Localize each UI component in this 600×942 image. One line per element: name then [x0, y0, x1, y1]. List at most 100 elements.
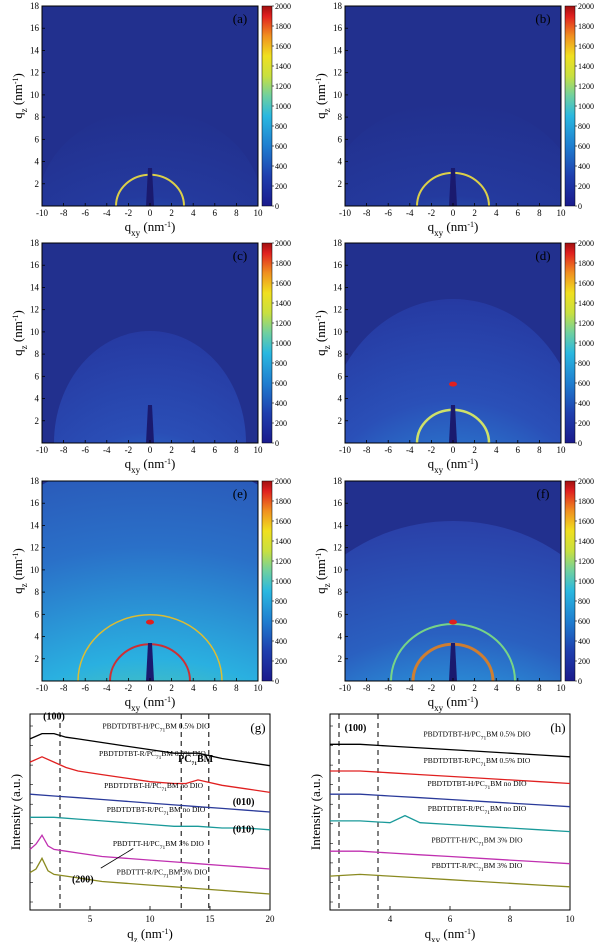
y-tick-label: 4 [35, 632, 40, 642]
heatmap-panel-f: -10 -8 -6 -4 -2 0 2 4 6 8 10 2 4 6 8 10 12 14 16 18 qxy (nm-… [313, 476, 594, 713]
y-tick-label: 2 [35, 654, 40, 664]
peak-annotation: (010) [233, 824, 255, 835]
x-tick-label: 4 [388, 914, 393, 924]
x-tick-label: 0 [148, 208, 153, 218]
colorbar-tick-label: 1600 [578, 279, 594, 288]
heatmap-panel-b: -10 -8 -6 -4 -2 0 2 4 6 8 10 2 4 6 8 10 12 14 16 18 qxy (nm-… [313, 1, 594, 238]
specular-spot [449, 619, 457, 625]
x-tick-label: 2 [472, 445, 477, 455]
x-tick-label: 6 [213, 683, 218, 693]
x-tick-label: -6 [384, 208, 392, 218]
colorbar-tick-label: 1000 [578, 339, 594, 348]
series-line [329, 873, 571, 888]
series-label: PBDTDTBT-R/PC71BM no DIO [107, 805, 206, 817]
colorbar-tick-label: 1400 [275, 299, 291, 308]
x-tick-label: -10 [36, 683, 48, 693]
heatmap-panel-e: -10 -8 -6 -4 -2 0 2 4 6 8 10 2 4 6 8 10 12 14 16 18 qxy (nm-… [10, 476, 291, 713]
series-line [330, 814, 571, 833]
y-tick-label: 4 [338, 157, 343, 167]
y-tick-label: 12 [30, 543, 39, 553]
x-tick-label: -6 [81, 208, 89, 218]
x-tick-label: 10 [557, 208, 567, 218]
x-tick-label: 8 [537, 208, 542, 218]
x-tick-label: -8 [60, 208, 68, 218]
colorbar-tick-label: 800 [275, 122, 287, 131]
series-label: PBDTTT-H/PC71BM 3% DIO [113, 839, 205, 851]
colorbar-tick-label: 600 [275, 142, 287, 151]
colorbar-tick-label: 400 [275, 637, 287, 646]
x-tick-label: 0 [451, 445, 456, 455]
colorbar-tick-label: 1600 [275, 517, 291, 526]
scattering-halo [345, 299, 561, 443]
y-axis-label: qz (nm-1) [10, 73, 29, 119]
y-tick-label: 10 [333, 565, 343, 575]
y-tick-label: 14 [30, 45, 40, 55]
x-tick-label: -4 [103, 445, 111, 455]
x-tick-label: 4 [494, 683, 499, 693]
scattering-halo [345, 521, 561, 681]
x-axis-label: qxy (nm-1) [428, 694, 479, 713]
scattering-halo [42, 110, 258, 206]
y-tick-label: 16 [333, 23, 343, 33]
y-tick-label: 8 [35, 112, 40, 122]
x-tick-label: -10 [339, 208, 351, 218]
y-tick-label: 14 [333, 45, 343, 55]
colorbar-tick-label: 1400 [578, 299, 594, 308]
colorbar-tick-label: 0 [578, 202, 582, 211]
colorbar-tick-label: 1400 [275, 537, 291, 546]
x-tick-label: 0 [148, 683, 153, 693]
x-tick-label: -8 [60, 445, 68, 455]
y-axis-label: qz (nm-1) [313, 73, 332, 119]
colorbar [261, 242, 273, 444]
beamstop [146, 405, 154, 443]
y-tick-label: 10 [333, 90, 343, 100]
y-tick-label: 8 [338, 349, 343, 359]
heatmap-panel-a: -10 -8 -6 -4 -2 0 2 4 6 8 10 2 4 6 8 10 12 14 16 18 qxy (nm-… [10, 1, 291, 238]
beamstop [146, 643, 154, 681]
y-tick-label: 18 [333, 1, 343, 11]
heatmap-panel-d: -10 -8 -6 -4 -2 0 2 4 6 8 10 2 4 6 8 10 12 14 16 18 qxy (nm-… [313, 238, 594, 475]
y-axis-label: Intensity (a.u.) [8, 774, 23, 850]
plot-frame [329, 713, 571, 911]
x-tick-label: -8 [60, 683, 68, 693]
diffraction-ring [77, 614, 223, 681]
x-axis-label: qz (nm-1) [127, 926, 173, 942]
y-tick-label: 18 [333, 238, 343, 248]
y-tick-label: 2 [338, 416, 343, 426]
y-axis-label: qz (nm-1) [313, 548, 332, 594]
y-tick-label: 6 [338, 609, 343, 619]
y-tick-label: 10 [30, 327, 40, 337]
x-tick-label: 8 [508, 914, 513, 924]
x-tick-label: 6 [448, 914, 453, 924]
x-tick-label: 10 [254, 208, 264, 218]
x-axis-label: qxy (nm-1) [125, 694, 176, 713]
scattering-halo [54, 331, 246, 443]
y-tick-label: 2 [338, 179, 343, 189]
y-axis-label: qz (nm-1) [10, 310, 29, 356]
x-tick-label: -6 [384, 445, 392, 455]
colorbar [261, 5, 273, 207]
y-tick-label: 8 [35, 349, 40, 359]
x-tick-label: 8 [234, 683, 239, 693]
x-tick-label: -10 [36, 208, 48, 218]
colorbar [564, 5, 576, 207]
colorbar-tick-label: 1000 [275, 577, 291, 586]
y-tick-label: 14 [30, 282, 40, 292]
colorbar-tick-label: 2000 [578, 477, 594, 486]
colorbar-tick-label: 1000 [275, 102, 291, 111]
x-tick-label: -2 [125, 683, 133, 693]
colorbar-tick-label: 200 [275, 419, 287, 428]
x-tick-label: -4 [406, 445, 414, 455]
series-line [330, 743, 571, 758]
colorbar-tick-label: 1400 [578, 537, 594, 546]
y-tick-label: 2 [338, 654, 343, 664]
colorbar-tick-label: 600 [275, 617, 287, 626]
peak-annotation: (010) [233, 797, 255, 808]
colorbar-tick-label: 400 [275, 399, 287, 408]
series-label: PBDTTT-H/PC71BM 3% DIO [431, 835, 523, 847]
x-tick-label: -2 [125, 208, 133, 218]
colorbar-tick-label: 1000 [275, 339, 291, 348]
panel-label: (c) [233, 248, 247, 263]
y-tick-label: 16 [333, 498, 343, 508]
